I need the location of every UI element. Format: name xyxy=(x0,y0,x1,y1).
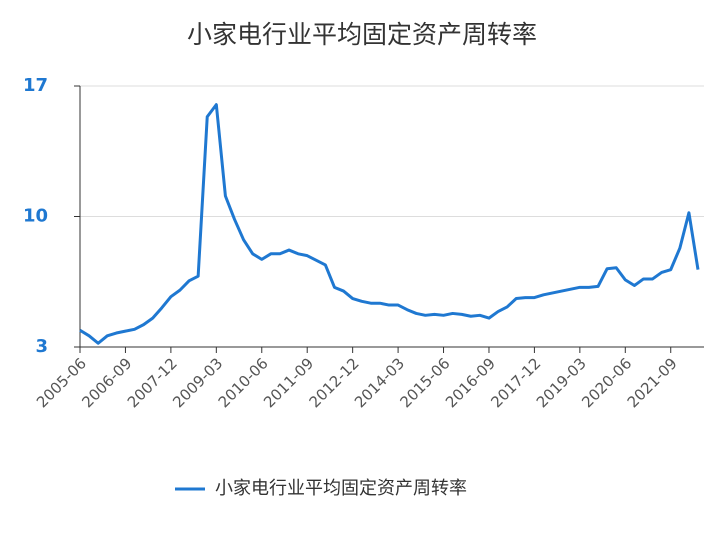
chart-title: 小家电行业平均固定资产周转率 xyxy=(187,20,537,49)
legend-label: 小家电行业平均固定资产周转率 xyxy=(215,478,467,499)
y-tick-label: 3 xyxy=(35,336,48,357)
y-tick-label: 10 xyxy=(23,206,48,227)
y-tick-label: 17 xyxy=(23,75,48,96)
data-line xyxy=(79,103,700,345)
x-tick-label: 2021-09 xyxy=(624,354,681,411)
